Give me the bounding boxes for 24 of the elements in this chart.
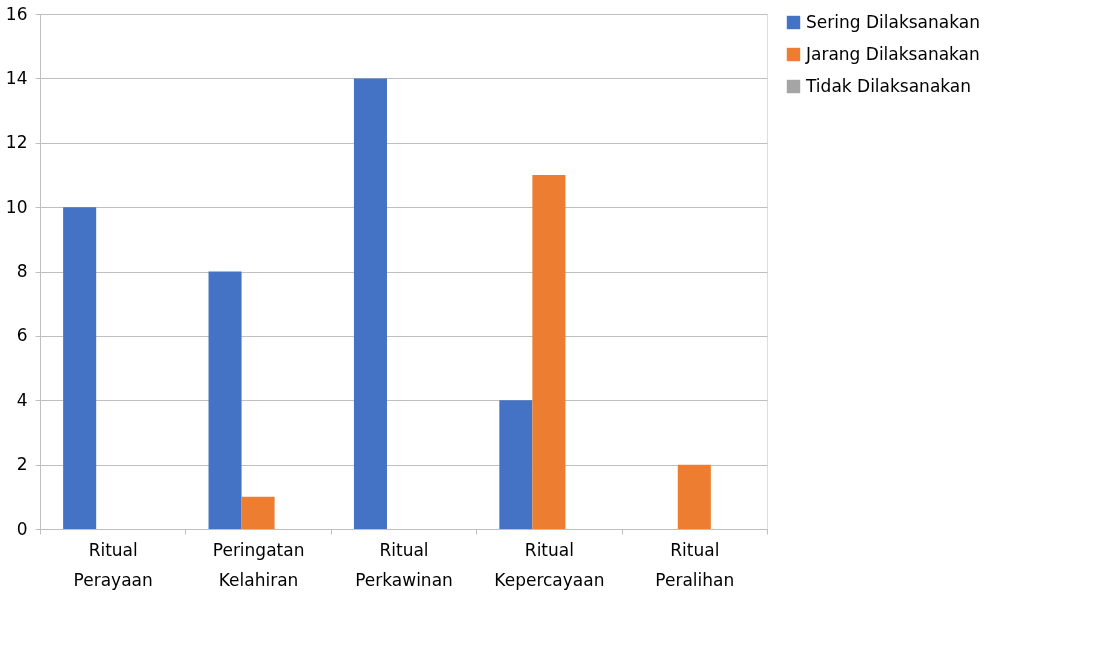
y-tick-label: 4 <box>16 389 28 410</box>
y-tick-label: 14 <box>5 67 28 88</box>
y-tick-label: 0 <box>16 518 28 539</box>
bar <box>208 271 242 529</box>
legend-label: Sering Dilaksanakan <box>806 11 980 32</box>
x-tick-label: Ritual Perkawinan <box>355 539 453 590</box>
bar <box>532 174 566 529</box>
legend-label: Jarang Dilaksanakan <box>805 43 980 64</box>
legend-label: Tidak Dilaksanakan <box>805 75 972 96</box>
bar <box>241 496 275 529</box>
x-tick-label: Ritual Perayaan <box>73 539 153 590</box>
y-tick-label: 6 <box>16 325 28 346</box>
y-tick-label: 10 <box>5 196 28 217</box>
y-tick-label: 8 <box>16 261 28 281</box>
y-tick-label: 16 <box>5 3 28 24</box>
bar <box>63 207 97 529</box>
bar <box>677 464 711 529</box>
y-tick-label: 2 <box>16 454 28 475</box>
bar <box>353 78 387 529</box>
bar <box>499 400 533 529</box>
x-tick-label: Peringatan Kelahiran <box>212 539 305 590</box>
y-tick-label: 12 <box>5 132 28 153</box>
x-tick-label: Ritual Peralihan <box>655 539 735 590</box>
x-tick-label: Ritual Kepercayaan <box>494 539 605 590</box>
